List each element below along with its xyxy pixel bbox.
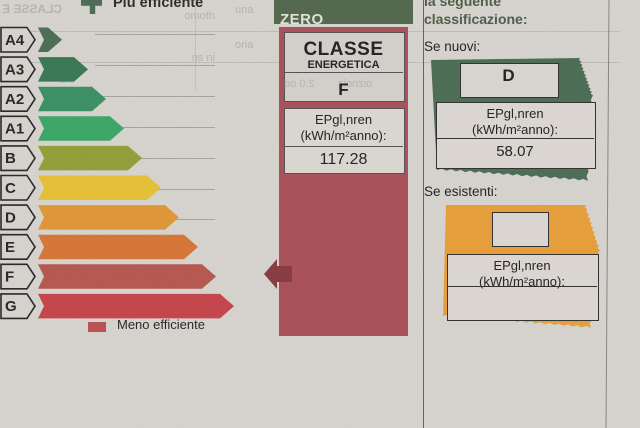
svg-text:A4: A4: [5, 32, 25, 49]
svg-text:A1: A1: [5, 121, 24, 138]
svg-text:E: E: [5, 239, 15, 256]
svg-text:G: G: [5, 298, 17, 315]
svg-text:C: C: [5, 180, 16, 197]
svg-text:A3: A3: [5, 61, 24, 78]
svg-text:B: B: [5, 150, 16, 167]
svg-text:A2: A2: [5, 91, 24, 108]
svg-text:D: D: [5, 209, 16, 226]
svg-text:F: F: [5, 269, 14, 286]
